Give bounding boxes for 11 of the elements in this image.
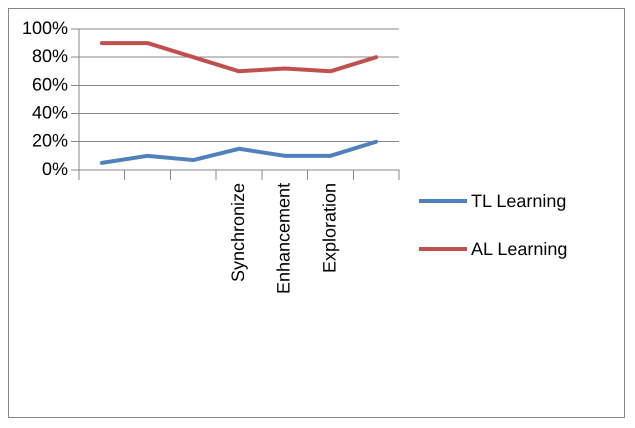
legend-label: AL Learning (471, 238, 568, 260)
y-tick-label: 20% (32, 130, 68, 151)
x-tick-label: Exploration (319, 182, 340, 273)
y-tick-label: 0% (42, 158, 68, 179)
legend-label: TL Learning (471, 190, 566, 212)
x-tick-label: Enhancement (274, 182, 294, 294)
y-tick-label: 80% (32, 46, 68, 66)
x-tick-label: Synchronize (228, 182, 248, 282)
y-tick-label: 60% (32, 74, 68, 94)
y-tick-label: 100% (22, 18, 68, 38)
y-tick-label: 40% (32, 102, 68, 123)
